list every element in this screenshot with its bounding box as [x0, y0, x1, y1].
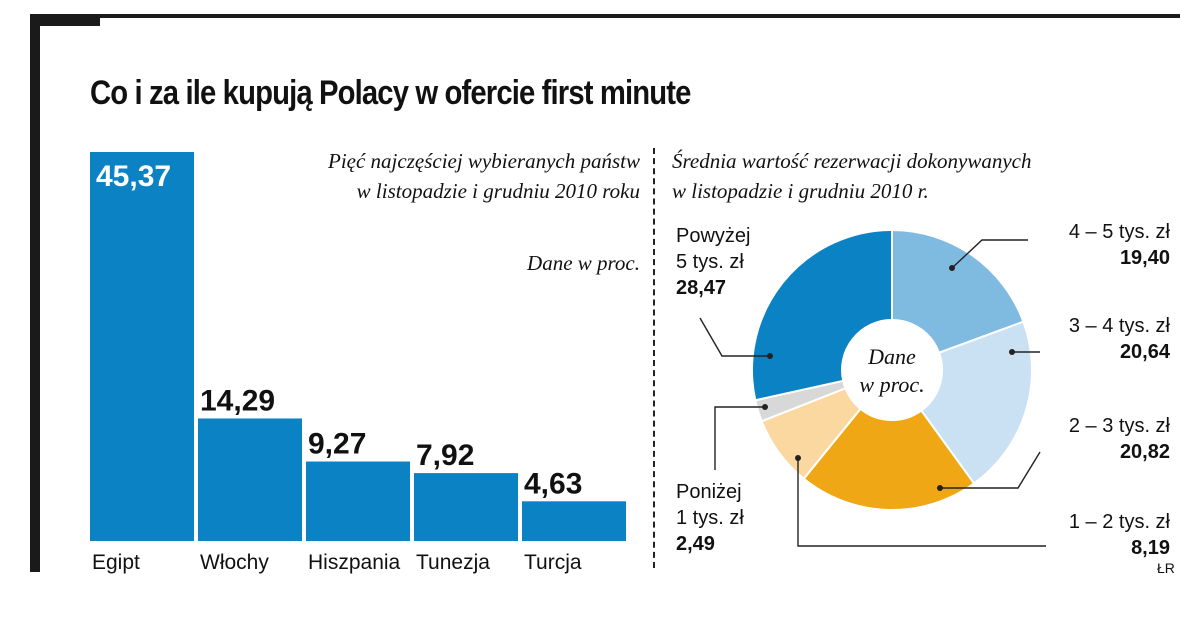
bar-value-label-2: 9,27 [308, 428, 366, 461]
pie-slice-5 [751, 228, 893, 402]
donut-center-label-0: Dane [867, 344, 916, 369]
slice-value-4: 2,49 [676, 533, 715, 555]
slice-value-0: 19,40 [1120, 247, 1170, 269]
leader-dot-3 [795, 455, 801, 461]
donut-center-label-1: w proc. [859, 372, 924, 397]
category-label-3: Tunezja [416, 551, 490, 574]
slice-value-5: 28,47 [676, 277, 726, 299]
leader-line-5 [699, 317, 770, 357]
bar-value-label-1: 14,29 [200, 384, 275, 417]
frame-left-rule [30, 14, 40, 572]
pie-slice-1 [919, 320, 1033, 485]
slice-label-4-1: 1 tys. zł [676, 507, 744, 529]
bar-value-label-3: 7,92 [416, 439, 474, 472]
bar-4 [522, 501, 626, 541]
slice-value-3: 8,19 [1131, 537, 1170, 559]
category-label-4: Turcja [524, 551, 582, 574]
slice-value-1: 20,64 [1120, 341, 1171, 363]
leader-line-0 [951, 239, 1028, 269]
category-label-2: Hiszpania [308, 551, 401, 574]
slice-label-3-0: 1 – 2 tys. zł [1069, 511, 1171, 533]
pie-slice-0 [891, 228, 1025, 355]
source-credit: ŁR [1157, 560, 1175, 576]
leader-dot-1 [1009, 349, 1015, 355]
bar-subtitle-line-2: w listopadzie i grudniu 2010 roku [356, 179, 640, 203]
frame-top-rule [100, 14, 1180, 18]
leader-line-2 [940, 451, 1041, 489]
bar-2 [306, 461, 410, 541]
frame-corner-block [30, 14, 100, 26]
bar-subtitle: Pięć najczęściej wybieranych państw w li… [328, 146, 640, 206]
bar-value-label-0: 45,37 [96, 160, 171, 193]
category-label-0: Egipt [92, 551, 140, 574]
category-label-1: Włochy [200, 551, 269, 574]
slice-label-5-0: Powyżej [676, 225, 750, 247]
bar-value-label-4: 4,63 [524, 467, 582, 500]
leader-dot-4 [762, 404, 768, 410]
slice-label-4-0: Poniżej [676, 481, 742, 503]
bar-1 [198, 418, 302, 541]
pie-subtitle-line-2: w listopadzie i grudniu 2010 r. [672, 179, 929, 203]
pie-subtitle: Średnia wartość rezerwacji dokonywanych … [672, 146, 1031, 206]
slice-label-2-0: 2 – 3 tys. zł [1069, 415, 1171, 437]
pie-slice-2 [802, 407, 976, 511]
bar-subtitle-line-1: Pięć najczęściej wybieranych państw [328, 149, 640, 173]
bar-3 [414, 473, 518, 541]
leader-dot-0 [949, 265, 955, 271]
slice-label-5-1: 5 tys. zł [676, 251, 744, 273]
leader-dot-2 [937, 485, 943, 491]
chart-title: Co i za ile kupują Polacy w ofercie firs… [90, 74, 691, 112]
bar-0 [90, 152, 194, 541]
leader-line-3 [797, 458, 1046, 547]
leader-line-4 [714, 406, 765, 470]
leader-dot-5 [767, 353, 773, 359]
slice-label-1-0: 3 – 4 tys. zł [1069, 315, 1171, 337]
pie-subtitle-line-1: Średnia wartość rezerwacji dokonywanych [672, 149, 1032, 173]
slice-label-0-0: 4 – 5 tys. zł [1069, 221, 1171, 243]
slice-value-2: 20,82 [1120, 441, 1170, 463]
section-divider [653, 148, 655, 568]
bar-unit-note: Dane w proc. [527, 251, 640, 275]
